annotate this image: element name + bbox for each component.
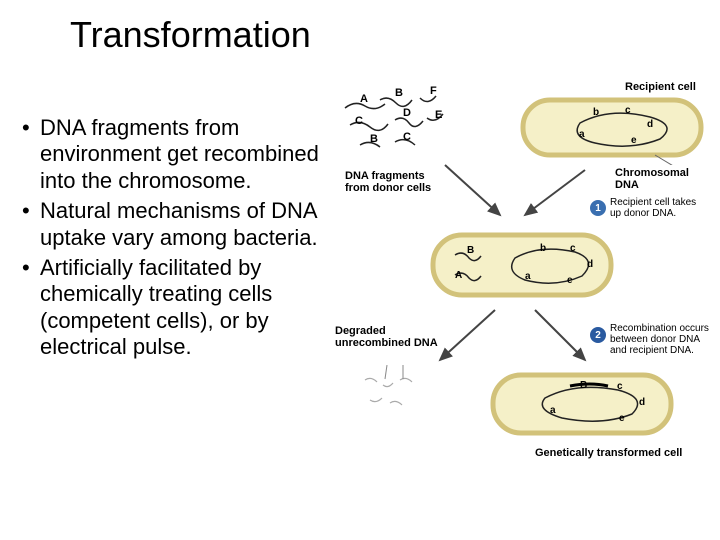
chromo-letter: c xyxy=(625,105,631,116)
chromo-letter: c xyxy=(570,243,576,254)
step1-text: Recipient cell takes up donor DNA. xyxy=(610,197,710,219)
frag-letter: C xyxy=(355,115,363,127)
bullet-list: DNA fragments from environment get recom… xyxy=(20,115,330,365)
step-bubble-2: 2 xyxy=(590,327,606,343)
chromo-letter: b xyxy=(593,107,599,118)
fragments-svg xyxy=(335,90,465,170)
frag-letter: F xyxy=(430,85,437,97)
recipient-cell xyxy=(520,95,705,165)
frag-letter: C xyxy=(403,131,411,143)
chromosomal-caption: Chromosomal DNA xyxy=(615,167,715,191)
chromo-letter: b xyxy=(540,243,546,254)
final-caption: Genetically transformed cell xyxy=(535,447,682,459)
chromo-letter: a xyxy=(579,129,585,140)
transformation-diagram: A B F C D E B C DNA fragmentsfrom donor … xyxy=(335,85,715,525)
chromo-letter: e xyxy=(567,275,573,286)
chromo-letter: d xyxy=(639,397,645,408)
step2-text: Recombination occurs between donor DNA a… xyxy=(610,323,715,356)
chromo-letter: d xyxy=(647,119,653,130)
page-title: Transformation xyxy=(70,14,311,56)
fragments-caption: DNA fragmentsfrom donor cells xyxy=(345,170,431,194)
chromo-letter: B xyxy=(580,380,587,391)
frag-letter: A xyxy=(455,270,462,281)
frag-letter: B xyxy=(370,133,378,145)
bullet-item: DNA fragments from environment get recom… xyxy=(20,115,330,194)
chromo-letter: c xyxy=(617,381,623,392)
degraded-frags xyxy=(345,365,445,425)
step-bubble-1: 1 xyxy=(590,200,606,216)
chromo-letter: a xyxy=(525,271,531,282)
chromo-letter: a xyxy=(550,405,556,416)
frag-letter: D xyxy=(403,107,411,119)
chromo-letter: d xyxy=(587,259,593,270)
frag-letter: A xyxy=(360,93,368,105)
arrows-row2 xyxy=(415,305,615,375)
bullet-item: Natural mechanisms of DNA uptake vary am… xyxy=(20,198,330,251)
degraded-caption: Degradedunrecombined DNA xyxy=(335,325,438,349)
recipient-caption: Recipient cell xyxy=(625,81,696,93)
frag-letter: B xyxy=(395,87,403,99)
chromo-letter: e xyxy=(631,135,637,146)
bullet-item: Artificially facilitated by chemically t… xyxy=(20,255,330,361)
chromo-letter: e xyxy=(619,413,625,424)
frag-letter: B xyxy=(467,245,474,256)
frag-letter: E xyxy=(435,109,442,121)
arrows-row1 xyxy=(425,160,605,230)
